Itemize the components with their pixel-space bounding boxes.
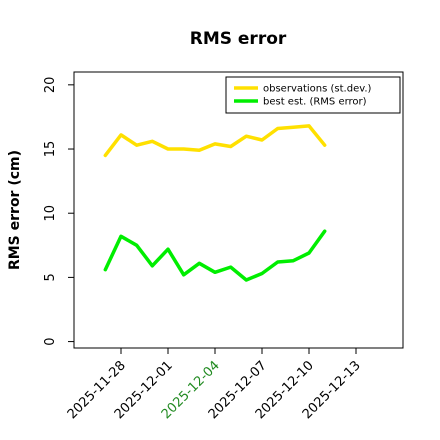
legend: observations (st.dev.) best est. (RMS err… [225,76,401,114]
y-axis-label: RMS error (cm) [7,150,23,270]
legend-box [225,76,401,114]
y-tick-label: 10 [43,205,58,222]
series-line-best-estimate [103,229,327,282]
legend-label: best est. (RMS error) [263,97,367,108]
plot-frame [73,71,404,349]
series-line-observations [103,124,327,158]
chart-title: RMS error [190,29,287,49]
y-tick-label: 20 [43,77,58,94]
y-tick-label: 15 [43,141,58,158]
plot-area: 051015202025-11-282025-12-012025-12-0420… [43,71,404,422]
legend-label: observations (st.dev.) [263,84,372,95]
y-tick-label: 0 [43,337,58,345]
y-tick-label: 5 [43,273,58,281]
